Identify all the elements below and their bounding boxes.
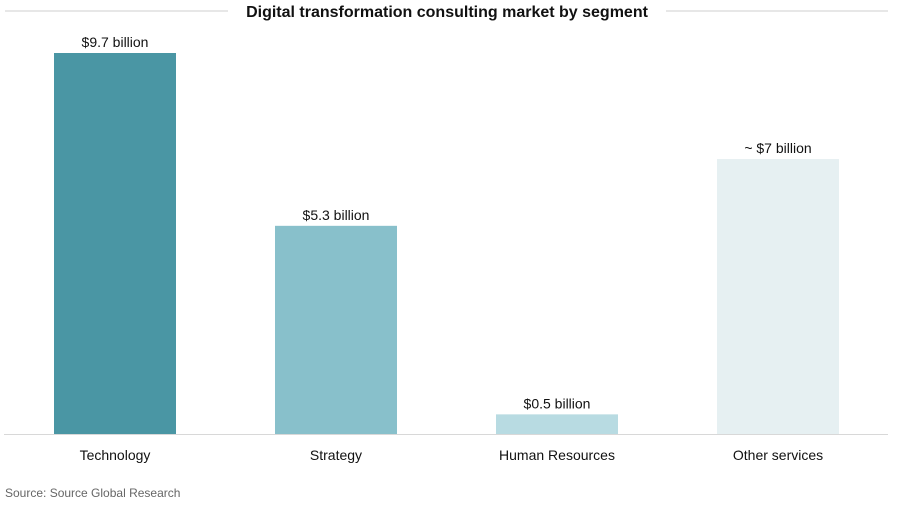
bars-group: [54, 53, 839, 434]
bar-human-resources: [496, 414, 618, 434]
category-labels-group: Technology Strategy Human Resources Other s…: [80, 447, 824, 463]
source-note: Source: Source Global Research: [5, 486, 180, 500]
data-label: $0.5 billion: [524, 395, 591, 411]
data-label: $9.7 billion: [82, 34, 149, 50]
data-label: $5.3 billion: [303, 207, 370, 223]
category-label: Technology: [80, 447, 151, 463]
bar-other-services: [717, 159, 839, 434]
bar-technology: [54, 53, 176, 434]
category-label: Strategy: [310, 447, 362, 463]
category-label: Human Resources: [499, 447, 615, 463]
bar-strategy: [275, 225, 397, 434]
category-label: Other services: [733, 447, 823, 463]
value-labels-group: $9.7 billion $5.3 billion $0.5 billion ~ $7…: [82, 34, 812, 411]
data-label: ~ $7 billion: [744, 140, 811, 156]
chart-title: Digital transformation consulting market…: [246, 4, 649, 21]
